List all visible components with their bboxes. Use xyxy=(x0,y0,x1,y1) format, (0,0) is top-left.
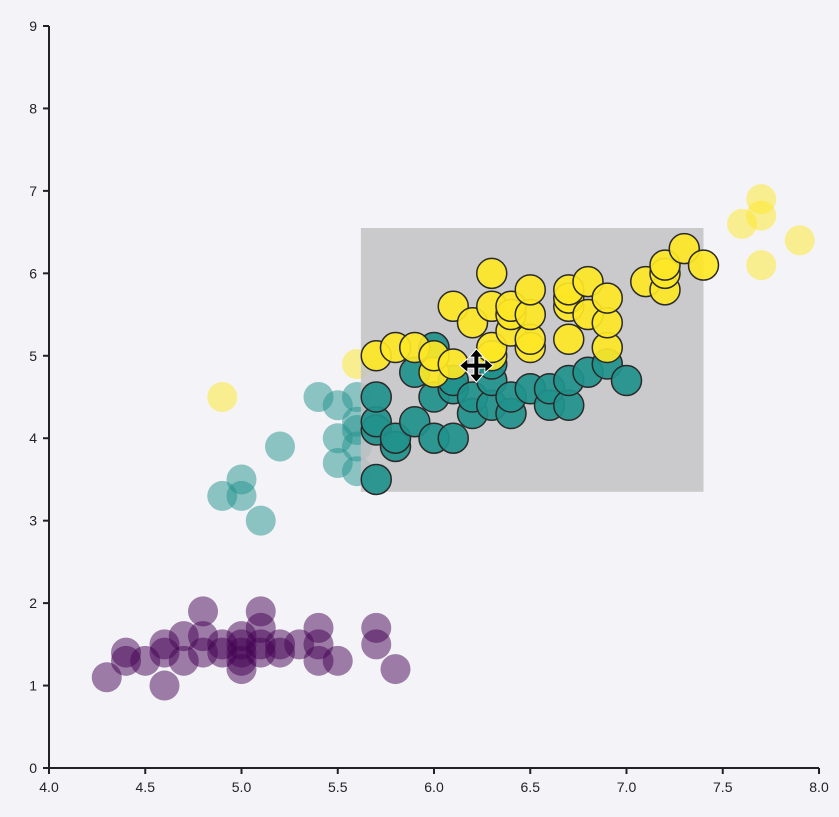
y-tick-label: 9 xyxy=(29,18,37,34)
scatter-point xyxy=(322,645,353,676)
x-tick-label: 4.5 xyxy=(136,779,156,795)
scatter-point xyxy=(553,323,585,356)
scatter-point xyxy=(610,364,643,397)
scatter-point xyxy=(591,282,623,314)
scatter-point xyxy=(687,249,720,281)
x-tick-label: 8.0 xyxy=(809,779,829,795)
scatter-point xyxy=(476,257,508,290)
scatter-point xyxy=(437,348,469,380)
x-tick-label: 7.0 xyxy=(617,779,637,795)
y-tick-label: 4 xyxy=(29,430,37,446)
points-unselected-layer xyxy=(91,184,815,701)
scatter-point xyxy=(437,422,469,454)
x-tick-label: 7.5 xyxy=(713,779,733,795)
scatter-point xyxy=(265,431,295,462)
axes-layer: 4.0 4.5 5.0 5.5 6.0 6.5 7.0 7.5 8.0 0 1 2 3 4 5 6 7 8 9 xyxy=(29,18,829,795)
scatter-point xyxy=(746,250,777,281)
scatter-point xyxy=(380,654,411,685)
x-tick-label: 5.0 xyxy=(232,779,252,795)
scatter-point xyxy=(245,596,276,627)
scatter-point xyxy=(360,381,392,413)
scatter-point xyxy=(784,225,815,256)
scatter-point xyxy=(360,463,392,496)
y-tick-label: 5 xyxy=(29,348,37,364)
y-tick-label: 3 xyxy=(29,513,37,529)
scatter-point xyxy=(746,184,777,215)
scatter-point xyxy=(303,612,334,643)
x-tick-label: 6.0 xyxy=(424,779,444,795)
scatter-point xyxy=(149,670,180,701)
scatter-point xyxy=(361,612,392,643)
points-selected-layer xyxy=(360,232,720,496)
scatter-point xyxy=(188,596,218,627)
y-tick-label: 6 xyxy=(29,265,37,281)
y-tick-label: 2 xyxy=(29,595,37,611)
y-tick-label: 1 xyxy=(29,678,37,694)
scatter-point xyxy=(226,464,257,495)
x-tick-label: 5.5 xyxy=(328,779,348,795)
scatter-point xyxy=(245,505,276,536)
x-tick-label: 6.5 xyxy=(521,779,541,795)
y-tick-label: 8 xyxy=(29,100,37,116)
scatter-point xyxy=(514,274,546,306)
x-tick-label: 4.0 xyxy=(39,779,59,795)
y-tick-label: 7 xyxy=(29,183,37,199)
y-tick-label: 0 xyxy=(29,760,37,776)
scatter-point xyxy=(207,382,238,412)
